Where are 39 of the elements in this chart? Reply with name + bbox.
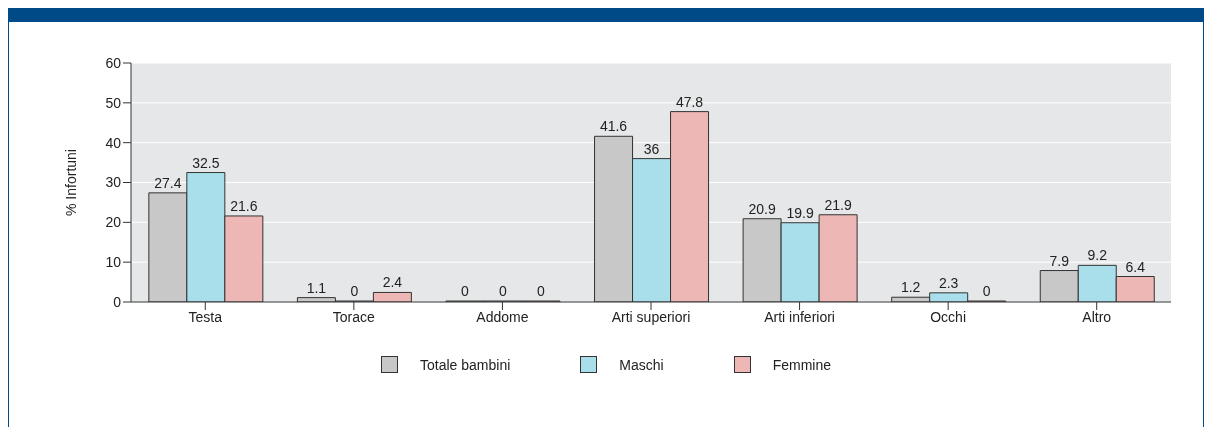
x-tick-label: Testa xyxy=(188,308,223,325)
x-tick-label: Torace xyxy=(332,308,376,325)
data-label: 1.1 xyxy=(306,279,327,296)
x-tick-label: Addome xyxy=(476,308,529,325)
data-label: 19.9 xyxy=(786,204,814,221)
data-label: 20.9 xyxy=(748,200,776,217)
data-label: 36 xyxy=(643,140,660,157)
data-label: 32.5 xyxy=(192,154,220,171)
data-label: 27.4 xyxy=(154,174,182,191)
y-axis-title: % Infortuni xyxy=(62,149,79,216)
data-label: 1.2 xyxy=(900,279,921,296)
data-label: 0 xyxy=(461,283,470,299)
y-tick-label: 30 xyxy=(105,174,122,191)
data-label: 2.4 xyxy=(382,274,403,291)
legend-label: Femmine xyxy=(772,356,831,373)
data-label: 41.6 xyxy=(599,118,628,135)
data-label: 21.6 xyxy=(230,197,258,214)
data-label: 7.9 xyxy=(1049,252,1070,269)
data-label: 0 xyxy=(982,283,991,299)
y-tick-label: 10 xyxy=(105,254,122,271)
legend-label: Maschi xyxy=(619,356,664,373)
data-label: 0 xyxy=(350,283,359,299)
x-tick-label: Altro xyxy=(1082,308,1112,325)
y-tick-label: 60 xyxy=(105,54,122,71)
data-label: 6.4 xyxy=(1125,258,1146,275)
data-label: 9.2 xyxy=(1087,247,1108,264)
x-tick-label: Occhi xyxy=(930,308,967,325)
y-tick-label: 40 xyxy=(105,134,122,151)
x-tick-label: Arti inferiori xyxy=(764,308,835,325)
y-tick-label: 0 xyxy=(113,293,122,310)
legend-label: Totale bambini xyxy=(420,356,511,373)
data-label: 0 xyxy=(537,283,546,299)
x-tick-label: Arti superiori xyxy=(611,308,691,325)
data-label: 2.3 xyxy=(938,274,959,291)
data-label: 47.8 xyxy=(675,93,704,110)
y-tick-label: 50 xyxy=(105,94,122,111)
data-label: 21.9 xyxy=(824,196,852,213)
data-label: 0 xyxy=(499,283,508,299)
y-tick-label: 20 xyxy=(105,214,122,231)
